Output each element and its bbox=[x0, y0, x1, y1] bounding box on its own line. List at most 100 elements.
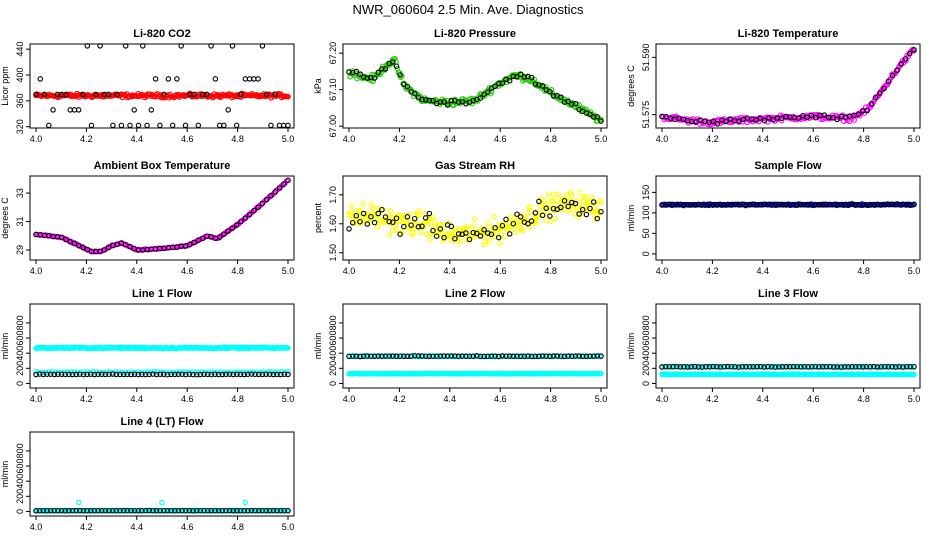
data-point bbox=[812, 363, 819, 370]
data-point bbox=[816, 202, 822, 208]
data-point bbox=[353, 212, 360, 219]
data-point bbox=[532, 353, 539, 360]
data-point bbox=[892, 202, 899, 208]
data-point bbox=[838, 201, 844, 208]
data-point bbox=[157, 371, 163, 378]
data-point bbox=[452, 353, 458, 359]
data-point bbox=[768, 364, 775, 370]
data-point bbox=[573, 197, 580, 204]
data-point bbox=[230, 508, 236, 514]
data-point bbox=[545, 191, 552, 198]
data-point bbox=[369, 201, 375, 208]
x-tick-label: 4.4 bbox=[131, 266, 144, 276]
data-point bbox=[514, 74, 520, 80]
data-point bbox=[471, 216, 478, 222]
y-axis-label: ml/min bbox=[313, 333, 323, 360]
data-point bbox=[165, 76, 172, 82]
data-point bbox=[776, 202, 782, 208]
data-point bbox=[233, 222, 240, 228]
x-tick-label: 4.2 bbox=[80, 266, 93, 276]
data-point bbox=[710, 363, 716, 370]
data-point bbox=[881, 85, 887, 92]
data-point bbox=[179, 507, 185, 514]
data-point bbox=[506, 231, 513, 237]
data-point bbox=[550, 205, 557, 212]
x-tick-label: 5.0 bbox=[282, 134, 295, 144]
data-point bbox=[285, 507, 291, 514]
data-point bbox=[860, 364, 866, 370]
data-point bbox=[375, 69, 381, 76]
data-point bbox=[242, 76, 249, 82]
data-point bbox=[463, 353, 469, 360]
data-point bbox=[377, 217, 383, 224]
data-point bbox=[808, 201, 815, 207]
data-point bbox=[588, 193, 595, 200]
y-tick-label: 800 bbox=[641, 315, 651, 330]
data-point bbox=[37, 76, 44, 82]
data-point bbox=[159, 499, 165, 506]
data-point bbox=[717, 364, 724, 370]
data-point bbox=[353, 68, 360, 75]
data-point bbox=[510, 353, 517, 360]
x-tick-label: 4.4 bbox=[444, 394, 457, 404]
data-point bbox=[871, 363, 877, 370]
data-point bbox=[51, 371, 58, 378]
data-point bbox=[281, 507, 288, 514]
data-point bbox=[911, 371, 917, 378]
data-point bbox=[98, 507, 105, 514]
data-point bbox=[590, 353, 597, 359]
data-point bbox=[878, 202, 884, 208]
data-point bbox=[441, 353, 447, 359]
x-tick-label: 5.0 bbox=[908, 134, 921, 144]
data-point bbox=[88, 122, 95, 129]
data-point bbox=[688, 364, 694, 370]
data-point bbox=[528, 208, 534, 214]
data-point bbox=[346, 226, 352, 232]
x-tick-label: 4.0 bbox=[30, 266, 43, 276]
data-point bbox=[349, 219, 356, 226]
data-point bbox=[101, 247, 108, 253]
data-point bbox=[47, 371, 54, 377]
plot-frame bbox=[29, 43, 295, 129]
data-point bbox=[437, 353, 444, 359]
data-point bbox=[199, 235, 206, 241]
data-point bbox=[521, 353, 528, 360]
data-point bbox=[598, 208, 604, 215]
data-point bbox=[575, 214, 581, 220]
data-point bbox=[583, 353, 590, 360]
data-point bbox=[539, 353, 546, 359]
data-point bbox=[485, 89, 491, 95]
data-point bbox=[368, 353, 374, 359]
x-tick-label: 4.4 bbox=[757, 394, 770, 404]
data-point bbox=[761, 201, 768, 208]
data-point bbox=[382, 353, 389, 359]
y-tick-label: 440 bbox=[15, 42, 25, 57]
data-point bbox=[427, 237, 433, 243]
data-point bbox=[572, 353, 579, 359]
data-point bbox=[71, 240, 78, 247]
data-point bbox=[590, 199, 597, 205]
data-point bbox=[84, 507, 90, 514]
data-point bbox=[699, 364, 705, 370]
data-point bbox=[117, 508, 123, 514]
data-point bbox=[422, 97, 429, 103]
data-point bbox=[237, 371, 244, 378]
data-point bbox=[426, 97, 433, 104]
data-point bbox=[431, 218, 437, 224]
data-point bbox=[900, 364, 906, 370]
x-tick-label: 4.8 bbox=[544, 394, 557, 404]
data-point bbox=[757, 202, 764, 208]
x-tick-label: 5.0 bbox=[595, 134, 608, 144]
data-point bbox=[131, 107, 137, 113]
data-point bbox=[272, 91, 278, 98]
x-tick-label: 4.0 bbox=[343, 266, 356, 276]
data-point bbox=[50, 107, 56, 113]
data-point bbox=[863, 363, 870, 370]
y-tick-label: 100 bbox=[641, 205, 651, 220]
data-point bbox=[499, 222, 506, 229]
data-point bbox=[889, 363, 895, 370]
data-point bbox=[219, 371, 226, 378]
data-point bbox=[594, 353, 601, 359]
data-point bbox=[677, 201, 684, 208]
data-point bbox=[124, 507, 131, 514]
